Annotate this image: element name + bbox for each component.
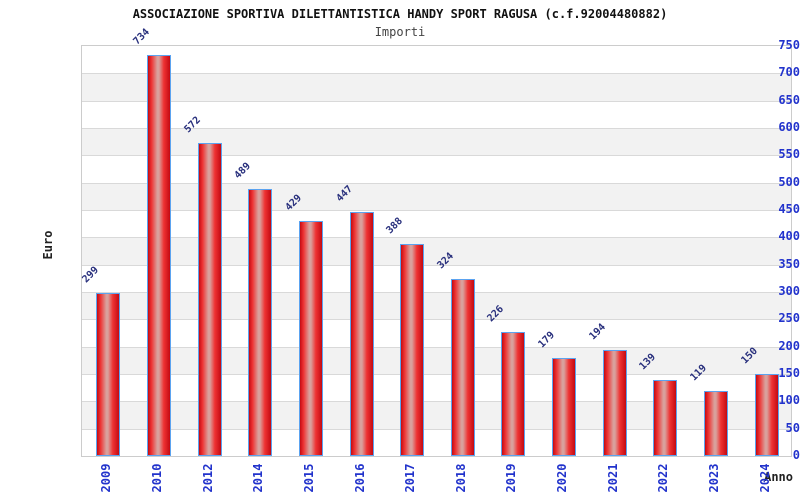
x-tick-label: 2022: [656, 463, 671, 493]
bar: [96, 292, 121, 456]
y-tick-label: 450: [778, 202, 800, 216]
y-axis-title: Euro: [41, 230, 55, 260]
bar: [704, 390, 729, 456]
x-tick-label: 2012: [200, 463, 215, 493]
x-tick-label: 2009: [99, 463, 114, 493]
bar: [248, 188, 273, 456]
bar: [653, 380, 678, 456]
x-tick-label: 2023: [707, 463, 722, 493]
grid-band: [82, 401, 791, 429]
gridline: [82, 319, 791, 321]
grid-band: [82, 73, 791, 101]
x-tick-label: 2017: [403, 463, 418, 493]
chart-subtitle: Importi: [374, 25, 426, 39]
x-tick-label: 2014: [251, 463, 266, 493]
y-tick-label: 650: [778, 92, 800, 107]
y-tick-label: 250: [778, 311, 800, 326]
gridline: [82, 346, 791, 348]
grid-band: [82, 292, 791, 320]
y-tick-label: 300: [778, 284, 800, 298]
gridline: [82, 182, 791, 184]
gridline: [82, 100, 791, 102]
y-tick-label: 700: [778, 65, 800, 80]
gridline: [82, 374, 791, 375]
bar: [602, 349, 627, 456]
x-tick-label: 2018: [453, 463, 468, 493]
gridline: [82, 237, 791, 239]
bar: [400, 243, 425, 456]
gridline: [82, 292, 791, 293]
gridline: [82, 264, 791, 266]
gridline: [82, 128, 791, 129]
gridline: [82, 401, 791, 403]
x-tick-label: 2015: [301, 463, 316, 493]
bar: [552, 358, 577, 456]
bar: [349, 211, 374, 456]
chart-title: ASSOCIAZIONE SPORTIVA DILETTANTISTICA HA…: [132, 7, 668, 21]
x-tick-label: 2024: [757, 463, 772, 493]
y-tick-label: 550: [778, 147, 800, 162]
y-tick-label: 50: [785, 420, 800, 435]
x-tick-label: 2010: [149, 463, 164, 493]
y-tick-label: 400: [778, 229, 800, 244]
bar: [754, 374, 779, 456]
y-tick-label: 150: [778, 366, 800, 380]
bar: [146, 54, 171, 456]
y-tick-label: 600: [778, 120, 800, 134]
x-tick-label: 2016: [352, 463, 367, 493]
x-tick-label: 2019: [504, 463, 519, 493]
plot-area: [81, 45, 792, 457]
grid-band: [82, 182, 791, 210]
y-tick-label: 350: [778, 256, 800, 271]
y-tick-label: 200: [778, 338, 800, 353]
grid-band: [82, 346, 791, 374]
x-tick-label: 2021: [605, 463, 620, 493]
bar: [501, 332, 526, 456]
bar: [197, 143, 222, 456]
gridline: [82, 428, 791, 430]
x-axis-title: Anno: [764, 470, 793, 484]
bar: [450, 278, 475, 456]
x-tick-label: 2020: [555, 463, 570, 493]
gridline: [82, 210, 791, 211]
y-tick-label: 100: [778, 393, 800, 408]
y-tick-label: 0: [792, 448, 800, 462]
y-tick-label: 750: [778, 38, 800, 52]
gridline: [82, 155, 791, 157]
bar: [298, 221, 323, 456]
y-tick-label: 500: [778, 174, 800, 189]
gridline: [82, 73, 791, 75]
